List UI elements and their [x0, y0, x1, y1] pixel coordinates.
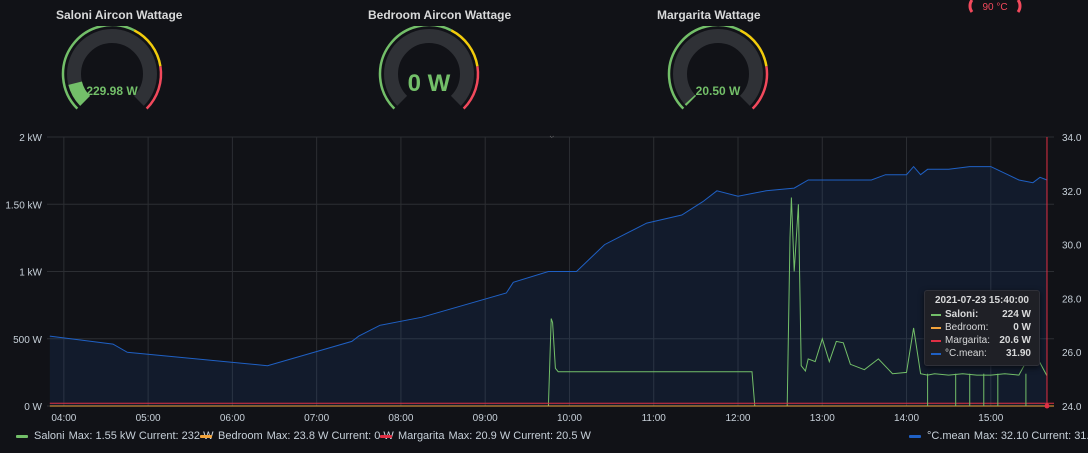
x-axis-tick: 05:00	[136, 413, 161, 424]
series-area-temp-mean	[49, 166, 1048, 406]
gauge-saloni: 229.98 W	[61, 26, 163, 110]
hover-point	[1044, 403, 1050, 409]
y-axis-left-tick: 0 W	[24, 402, 42, 413]
y-axis-left-tick: 1 kW	[19, 268, 42, 279]
legend-swatch	[931, 326, 941, 329]
y-axis-left-tick: 2 kW	[19, 133, 42, 144]
legend-item-saloni[interactable]: Saloni Max: 1.55 kW Current: 232 W	[16, 430, 213, 442]
x-axis-tick: 11:00	[642, 413, 667, 424]
gauge-threshold-green	[667, 26, 741, 110]
legend-item-bedroom[interactable]: Bedroom Max: 23.8 W Current: 0 W	[200, 430, 394, 442]
gauge-threshold-yellow	[450, 29, 479, 67]
gauge-threshold-red	[462, 66, 480, 110]
legend-swatch	[931, 339, 941, 342]
gauge-threshold-red	[751, 66, 769, 110]
gauge-track	[673, 29, 763, 106]
gauge-bedroom: 0 W	[378, 26, 480, 110]
legend-series-name[interactable]: Bedroom	[218, 430, 263, 442]
gauge-title: Margarita Wattage	[657, 8, 761, 22]
x-axis-tick: 14:00	[894, 413, 919, 424]
y-axis-right-tick: 30.0	[1062, 241, 1082, 252]
x-axis-tick: 08:00	[388, 413, 413, 424]
gauge-panel-bedroom[interactable]: Bedroom Aircon Wattage 0 W	[296, 0, 536, 120]
temperature-gauge-badge[interactable]: 90 °C	[966, 0, 1024, 14]
tooltip-value: 20.6 W	[999, 335, 1031, 346]
tooltip-label: Bedroom:	[945, 322, 989, 333]
gauge-threshold-yellow	[739, 29, 768, 67]
x-axis-tick: 15:00	[978, 413, 1003, 424]
gauge-value-arc	[68, 81, 91, 106]
x-axis-tick: 12:00	[725, 413, 750, 424]
legend-series-name[interactable]: °C.mean	[927, 430, 970, 442]
legend-swatch	[909, 434, 921, 438]
legend-stats: Max: 20.9 W Current: 20.5 W	[448, 430, 591, 442]
tooltip-value: 0 W	[1013, 322, 1031, 333]
gauge-value-arc	[684, 94, 697, 106]
chart-tooltip: 2021-07-23 15:40:00 Saloni: 224 W Bedroo…	[924, 290, 1040, 366]
tooltip-label: Margarita:	[945, 335, 991, 346]
gauge-track	[384, 29, 474, 106]
gauge-threshold-yellow	[133, 29, 162, 67]
tooltip-value: 31.90	[1005, 348, 1031, 359]
x-axis-tick: 13:00	[810, 413, 835, 424]
collapse-chevron-icon[interactable]: ⌄	[548, 130, 556, 140]
legend-swatch	[931, 313, 941, 316]
tooltip-row: Margarita: 20.6 W	[925, 334, 1039, 347]
legend-stats: Max: 32.10 Current: 31.4	[973, 430, 1088, 442]
tooltip-row: °C.mean: 31.90	[925, 347, 1039, 360]
tooltip-value: 224 W	[1002, 309, 1031, 320]
time-series-chart[interactable]: 2 kW 1.50 kW 1 kW 500 W 0 W 34.0 32.0 30.0 28.0 2…	[0, 120, 1088, 430]
y-axis-left-tick: 1.50 kW	[5, 200, 42, 211]
tooltip-label: Saloni:	[945, 309, 979, 320]
y-axis-right-tick: 32.0	[1062, 187, 1082, 198]
tooltip-row: Saloni: 224 W	[925, 308, 1039, 321]
tooltip-label: °C.mean:	[945, 348, 987, 359]
gauge-title: Bedroom Aircon Wattage	[368, 8, 512, 22]
legend-stats: Max: 1.55 kW Current: 232 W	[68, 430, 214, 442]
x-axis-tick: 06:00	[220, 413, 245, 424]
y-axis-right-tick: 26.0	[1062, 348, 1082, 359]
series-line-temp-mean	[49, 165, 1048, 367]
gauge-value: 0 W	[408, 70, 451, 97]
gauge-value: 229.98 W	[86, 84, 138, 98]
y-axis-left-tick: 500 W	[13, 335, 42, 346]
gauge-title: Saloni Aircon Wattage	[56, 8, 183, 22]
legend-item-margarita[interactable]: Margarita Max: 20.9 W Current: 20.5 W	[380, 430, 591, 442]
gauge-threshold-green	[378, 26, 452, 110]
legend-stats: Max: 23.8 W Current: 0 W	[266, 430, 394, 442]
gauge-threshold-green	[61, 26, 135, 110]
gauge-threshold-red	[145, 66, 163, 110]
y-axis-right-tick: 28.0	[1062, 294, 1082, 305]
legend-item-temp-mean[interactable]: °C.mean Max: 32.10 Current: 31.4	[909, 430, 1088, 442]
gauge-margarita: 20.50 W	[667, 26, 769, 110]
legend-series-name[interactable]: Margarita	[398, 430, 445, 442]
gauge-track	[67, 29, 157, 106]
x-axis-tick: 09:00	[473, 413, 498, 424]
x-axis-tick: 10:00	[557, 413, 582, 424]
gauge-panel-saloni[interactable]: Saloni Aircon Wattage 229.98 W	[0, 0, 240, 120]
gauge-panel-margarita[interactable]: Margarita Wattage 20.50 W	[592, 0, 832, 120]
y-axis-right-tick: 24.0	[1062, 402, 1082, 413]
legend-swatch	[200, 434, 212, 438]
legend-swatch	[931, 352, 941, 355]
legend-series-name[interactable]: Saloni	[34, 430, 65, 442]
y-axis-right-tick: 34.0	[1062, 133, 1082, 144]
legend-swatch	[16, 434, 28, 438]
x-axis-tick: 07:00	[304, 413, 329, 424]
x-axis-tick: 04:00	[51, 413, 76, 424]
temp-badge-text: 90 °C	[982, 2, 1007, 13]
legend-swatch	[380, 434, 392, 438]
tooltip-time: 2021-07-23 15:40:00	[935, 295, 1029, 306]
tooltip-row: Bedroom: 0 W	[925, 321, 1039, 334]
gauge-value: 20.50 W	[696, 84, 741, 98]
